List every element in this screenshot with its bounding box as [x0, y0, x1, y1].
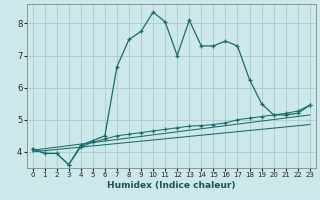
- X-axis label: Humidex (Indice chaleur): Humidex (Indice chaleur): [107, 181, 236, 190]
